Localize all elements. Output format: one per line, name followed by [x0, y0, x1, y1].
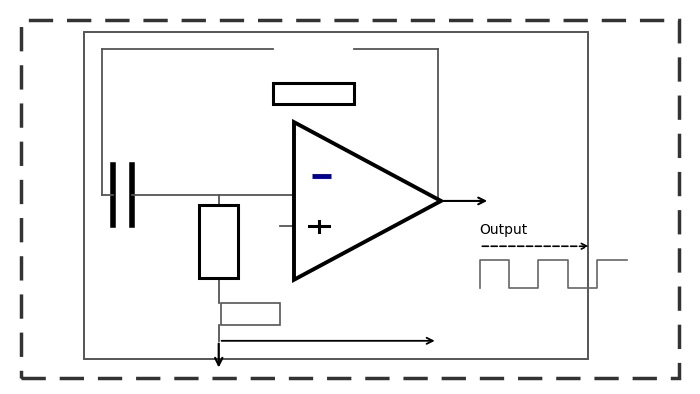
Text: Output: Output: [480, 223, 528, 238]
Bar: [220, 303, 280, 325]
Bar: [84, 32, 588, 359]
Bar: [273, 83, 354, 104]
Bar: [199, 205, 238, 278]
